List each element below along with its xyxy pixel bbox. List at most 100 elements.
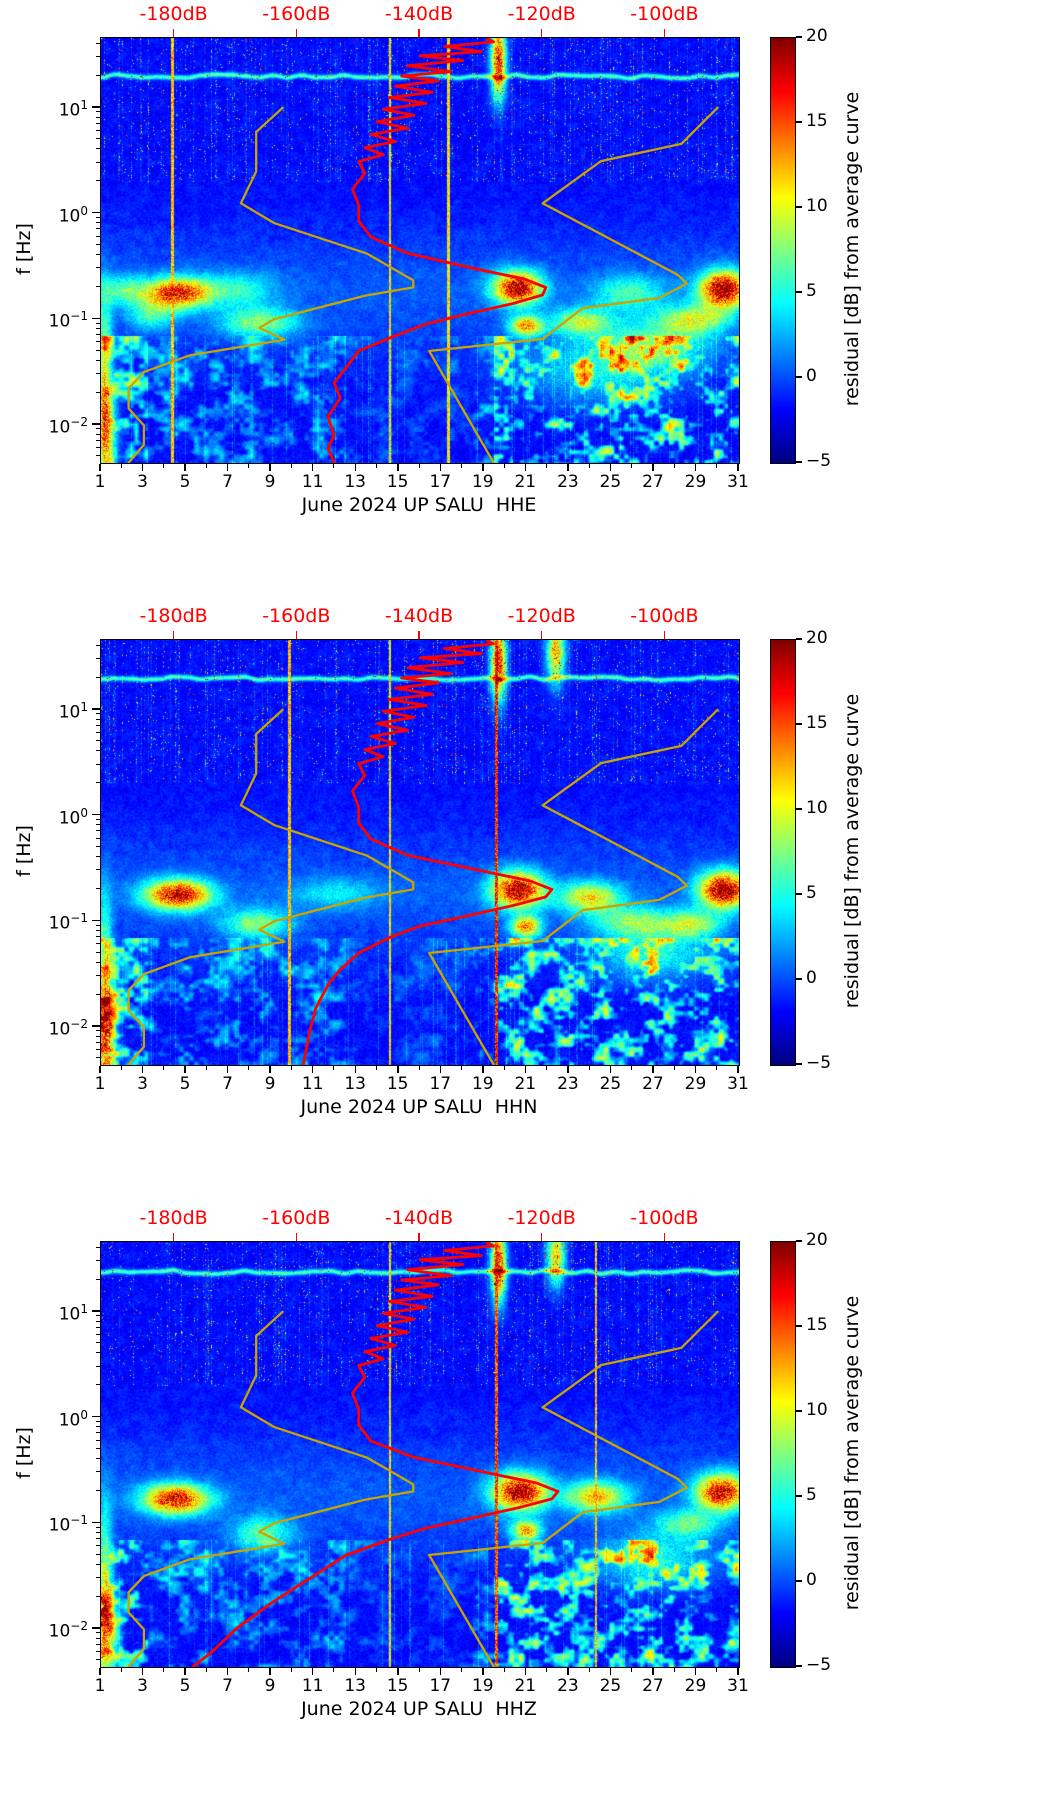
colorbar-gradient — [771, 1242, 795, 1667]
x-axis-ticklabel: 15 — [386, 472, 409, 492]
colorbar-ticklabel: −5 — [806, 451, 832, 471]
x-tick-mark — [397, 1065, 399, 1073]
x-minor-tick-mark — [673, 1065, 675, 1070]
top-axis-ticklabel: -160dB — [262, 1207, 331, 1229]
x-minor-tick-mark — [503, 1667, 505, 1672]
x-minor-tick-mark — [376, 463, 377, 468]
top-axis-ticklabel: -180dB — [139, 605, 208, 627]
y-axis-ticklabel: 10−2 — [48, 1016, 88, 1040]
y-tick-mark — [92, 919, 100, 921]
colorbar-tick-mark — [796, 808, 802, 810]
x-axis-ticklabel: 23 — [557, 472, 579, 492]
y-tick-mark — [92, 423, 100, 425]
x-axis-ticklabel: 21 — [514, 1676, 537, 1696]
x-tick-mark — [694, 1667, 697, 1675]
x-minor-tick-mark — [503, 463, 505, 468]
x-minor-tick-mark — [546, 463, 548, 468]
top-axis-ticklabel: -120dB — [507, 605, 576, 627]
x-axis-ticklabel: 29 — [684, 472, 707, 492]
x-axis-ticklabel: 27 — [642, 472, 664, 492]
x-axis-ticklabel: 23 — [557, 1676, 579, 1696]
y-tick-mark — [92, 1627, 100, 1629]
x-tick-mark — [482, 1667, 484, 1675]
x-minor-tick-mark — [205, 1065, 207, 1070]
y-tick-mark — [92, 317, 100, 319]
x-minor-tick-mark — [588, 1065, 590, 1070]
y-axis-ticklabel: 101 — [58, 699, 88, 723]
x-tick-mark — [482, 1065, 484, 1073]
y-axis-ticklabel: 100 — [58, 203, 88, 227]
plot-area — [100, 37, 740, 464]
x-tick-mark — [737, 1667, 739, 1675]
top-axis-ticklabel: -100dB — [630, 605, 699, 627]
x-minor-tick-mark — [588, 1667, 590, 1672]
y-axis-ticklabel: 10−1 — [48, 309, 88, 332]
x-axis-ticklabel: 1 — [94, 1074, 106, 1094]
x-minor-tick-mark — [631, 1667, 633, 1672]
x-tick-mark — [184, 1667, 186, 1675]
colorbar-tick-mark — [796, 1240, 802, 1242]
colorbar-ticklabel: 5 — [806, 1485, 817, 1505]
x-minor-tick-mark — [205, 463, 207, 468]
x-axis-ticklabel: 9 — [264, 1676, 276, 1696]
x-axis-ticklabel: 9 — [264, 1074, 276, 1094]
x-axis-ticklabel: 29 — [684, 1074, 707, 1094]
colorbar — [770, 639, 796, 1066]
x-minor-tick-mark — [163, 1667, 165, 1672]
top-axis-ticklabel: -100dB — [630, 1207, 699, 1229]
x-minor-tick-mark — [376, 1065, 377, 1070]
colorbar-ticklabel: 5 — [806, 883, 817, 903]
x-minor-tick-mark — [503, 1065, 505, 1070]
mean-psd-curve — [326, 38, 548, 463]
x-tick-mark — [694, 1065, 697, 1073]
y-axis-ticklabel: 10−2 — [48, 1618, 88, 1642]
x-tick-mark — [524, 1065, 527, 1073]
top-tick-mark — [172, 29, 175, 37]
x-axis-ticklabel: 27 — [642, 1676, 664, 1696]
x-axis-ticklabel: 5 — [179, 1676, 191, 1696]
top-axis-ticklabel: -140dB — [384, 605, 454, 627]
x-axis-ticklabel: 1 — [94, 472, 106, 492]
x-tick-mark — [524, 463, 527, 471]
low-noise-model-curve — [127, 106, 415, 463]
y-tick-mark — [92, 211, 100, 214]
x-tick-mark — [439, 1065, 441, 1073]
x-axis-label: June 2024 UP SALU HHN — [300, 1096, 538, 1118]
x-axis-ticklabel: 19 — [471, 1676, 494, 1696]
x-tick-mark — [524, 1667, 527, 1675]
noise-curves-overlay — [127, 640, 719, 1065]
x-axis-ticklabel: 27 — [642, 1074, 664, 1094]
top-axis-ticklabel: -160dB — [262, 3, 331, 25]
x-tick-mark — [652, 1667, 654, 1675]
x-axis-ticklabel: 3 — [137, 1074, 148, 1094]
x-axis-ticklabel: 5 — [179, 472, 191, 492]
top-tick-mark — [418, 29, 420, 37]
x-axis-ticklabel: 17 — [429, 472, 452, 492]
high-noise-model-curve — [428, 1310, 719, 1667]
mean-psd-curve — [191, 1242, 560, 1667]
colorbar-tick-mark — [796, 461, 802, 463]
colorbar-ticklabel: 10 — [806, 1400, 828, 1420]
high-noise-model-curve — [428, 708, 719, 1065]
x-tick-mark — [737, 463, 739, 471]
x-axis-ticklabel: 9 — [264, 472, 276, 492]
colorbar-gradient — [771, 640, 795, 1065]
x-axis-ticklabel: 25 — [599, 472, 622, 492]
top-tick-mark — [540, 29, 543, 37]
top-axis-ticklabel: -180dB — [139, 1207, 208, 1229]
colorbar-label: residual [dB] from average curve — [841, 693, 863, 1009]
y-axis-label: f [Hz] — [13, 1427, 35, 1479]
colorbar-tick-mark — [796, 121, 802, 123]
x-tick-mark — [397, 463, 399, 471]
x-axis-ticklabel: 5 — [179, 1074, 191, 1094]
x-axis-ticklabel: 17 — [429, 1676, 452, 1696]
x-minor-tick-mark — [333, 1065, 335, 1070]
colorbar-tick-mark — [796, 1410, 802, 1412]
x-tick-mark — [354, 1065, 356, 1073]
colorbar-gradient — [771, 38, 795, 463]
y-axis-ticklabel: 10−1 — [48, 911, 88, 934]
y-axis-ticklabel: 101 — [58, 97, 88, 121]
top-axis-ticklabel: -120dB — [507, 3, 576, 25]
x-tick-mark — [226, 1667, 229, 1675]
colorbar-ticklabel: 5 — [806, 281, 817, 301]
